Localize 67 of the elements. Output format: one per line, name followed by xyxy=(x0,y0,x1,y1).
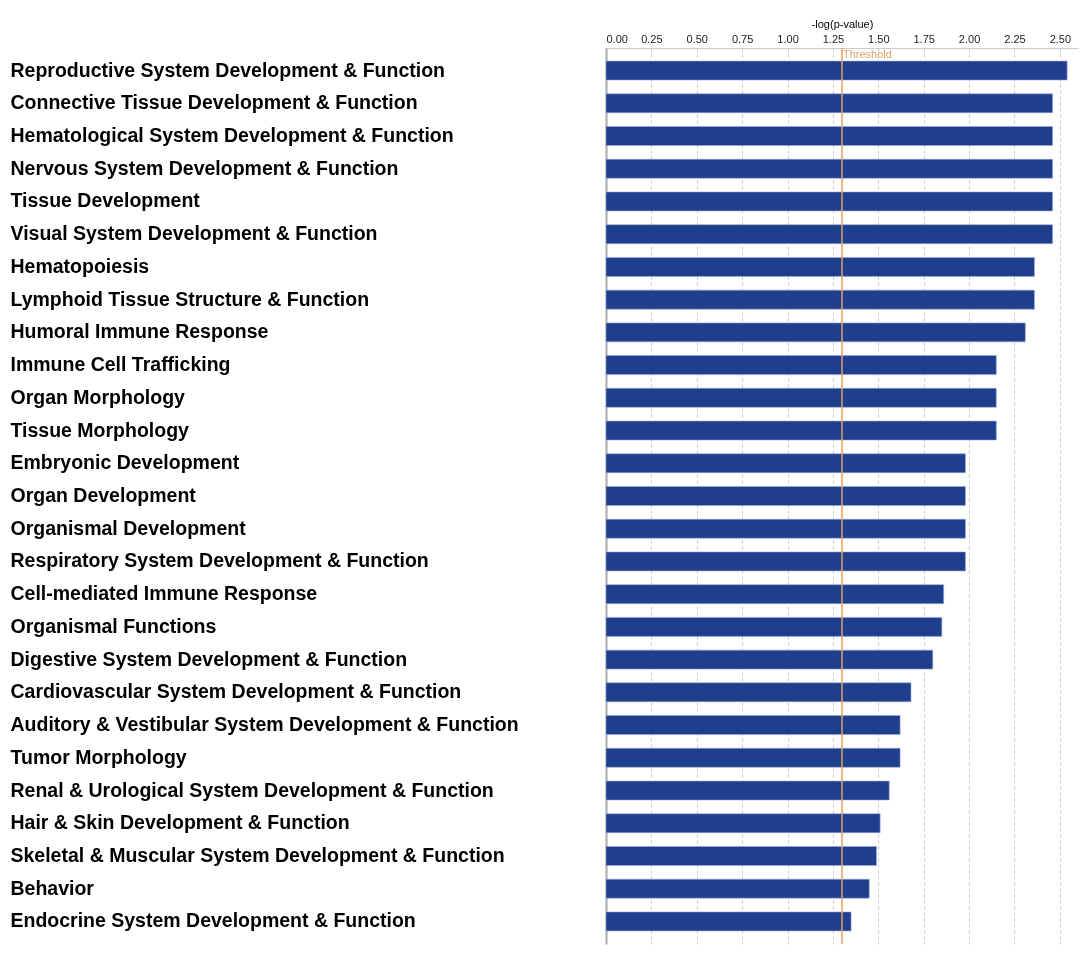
x-tick-label: 0.50 xyxy=(686,32,708,45)
x-tick-label: 2.25 xyxy=(1004,32,1026,45)
y-tick-label: Humoral Immune Response xyxy=(10,320,269,343)
bar xyxy=(605,126,1053,146)
y-tick-label: Hair & Skin Development & Function xyxy=(10,811,350,834)
y-tick-label: Embryonic Development xyxy=(10,451,240,474)
bar xyxy=(605,617,943,637)
y-tick-label: Immune Cell Trafficking xyxy=(10,353,231,376)
bar xyxy=(605,682,912,703)
bar xyxy=(605,257,1035,277)
bar xyxy=(605,649,934,670)
bar xyxy=(605,355,997,375)
y-tick-label: Skeletal & Muscular System Development & Function xyxy=(10,843,505,866)
y-tick-label: Digestive System Development & Function xyxy=(10,647,408,670)
x-tick-label: 1.75 xyxy=(913,32,935,45)
bar xyxy=(605,584,944,604)
y-tick-label: Nervous System Development & Function xyxy=(10,156,399,179)
y-tick-label: Hematological System Development & Function xyxy=(10,124,454,147)
bar xyxy=(605,388,997,408)
x-tick-label: 2.50 xyxy=(1049,32,1072,45)
x-tick-label: 2.00 xyxy=(958,32,981,45)
bar xyxy=(605,420,997,441)
bar xyxy=(605,322,1026,343)
y-tick-label: Respiratory System Development & Function xyxy=(10,549,429,572)
bar xyxy=(605,224,1053,244)
y-tick-label: Hematopoiesis xyxy=(10,254,150,277)
y-tick-label: Tumor Morphology xyxy=(10,745,187,768)
bar xyxy=(605,846,877,866)
y-tick-label: Behavior xyxy=(10,876,95,899)
y-tick-label: Auditory & Vestibular System Development & Function xyxy=(10,713,519,736)
bar xyxy=(605,813,881,834)
bar xyxy=(605,780,890,801)
x-tick-label: 1.00 xyxy=(777,32,799,45)
y-tick-label: Organ Development xyxy=(10,484,197,506)
x-tick-label: 0.25 xyxy=(641,32,663,45)
y-tick-label: Tissue Development xyxy=(10,189,201,212)
x-axis-title: -log(p-value) xyxy=(811,17,874,30)
y-tick-label: Visual System Development & Function xyxy=(10,222,378,245)
bar xyxy=(605,518,966,539)
bar xyxy=(605,93,1053,114)
y-tick-label: Organismal Functions xyxy=(10,614,217,637)
bar xyxy=(605,911,852,932)
bar xyxy=(605,748,901,768)
y-tick-label: Tissue Morphology xyxy=(10,418,190,441)
x-tick-label: 0.00 xyxy=(606,32,628,45)
bar xyxy=(605,60,1068,81)
bar xyxy=(605,878,870,899)
ref-line-label: Threshold xyxy=(843,48,892,60)
bar xyxy=(605,551,966,572)
y-tick-label: Organismal Development xyxy=(10,516,247,539)
x-tick-label: 1.25 xyxy=(822,32,845,45)
y-tick-label: Lymphoid Tissue Structure & Function xyxy=(10,287,370,310)
bar xyxy=(605,453,966,474)
y-tick-label: Organ Morphology xyxy=(10,385,186,408)
y-tick-label: Cell-mediated Immune Response xyxy=(10,582,318,605)
y-tick-label: Reproductive System Development & Function xyxy=(10,58,445,81)
y-tick-label: Cardiovascular System Development & Function xyxy=(10,680,462,703)
bar xyxy=(605,486,966,506)
x-tick-label: 1.50 xyxy=(868,32,890,45)
bar xyxy=(605,191,1053,212)
y-tick-label: Connective Tissue Development & Function xyxy=(10,91,418,114)
y-tick-label: Endocrine System Development & Function xyxy=(10,909,416,932)
bar xyxy=(605,289,1035,310)
y-tick-label: Renal & Urological System Development & Function xyxy=(10,778,494,801)
bar xyxy=(605,715,901,735)
bar xyxy=(605,158,1053,179)
x-tick-label: 0.75 xyxy=(731,32,754,45)
